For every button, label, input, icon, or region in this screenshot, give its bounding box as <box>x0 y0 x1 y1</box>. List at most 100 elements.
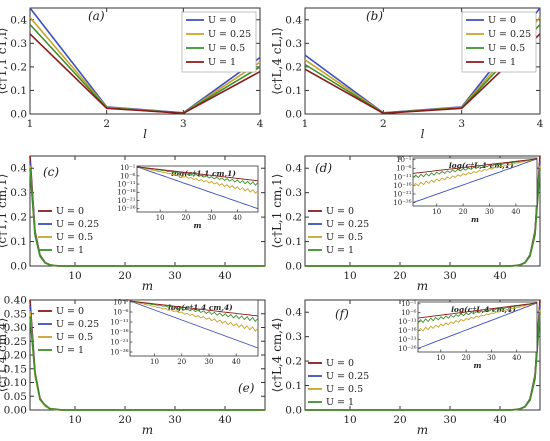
legend-entry: U = 1 <box>488 57 516 68</box>
y-tick-label: 0.3 <box>285 187 302 199</box>
inset-x-label: m <box>194 221 202 230</box>
inset-x-tick: 30 <box>207 214 216 222</box>
inset-y-tick: 10⁻¹ <box>113 298 129 306</box>
inset-x-tick: 10 <box>150 358 159 366</box>
panel-b: 1 2 3 4 0.0 0.1 0.2 0.3 0.4 l ⟨c†L,4 cL,l⟩ (b) U = 0… <box>270 7 544 141</box>
inset-y-tick: 10⁻¹ <box>401 300 417 308</box>
inset-y-tick: 10⁻²⁶ <box>110 348 128 356</box>
panel-label: (a) <box>88 9 105 23</box>
legend-entry: U = 0.25 <box>56 219 99 230</box>
inset-y-tick: 10⁻²¹ <box>110 338 128 346</box>
legend-entry: U = 0 <box>56 306 84 317</box>
legend-entry: U = 0 <box>56 206 84 217</box>
inset-e: 10 20 30 40 10⁻¹ 10⁻⁶ 10⁻¹¹ 10⁻¹⁶ 10⁻²¹ 10⁻²⁶ log(… <box>110 298 259 366</box>
legend-entry: U = 0.5 <box>208 43 245 54</box>
y-tick-label: 0.1 <box>10 85 27 97</box>
inset-x-tick: 20 <box>181 214 190 222</box>
x-tick-label: 40 <box>493 270 506 282</box>
inset-x-tick: 40 <box>512 354 521 362</box>
y-tick-label: 0.2 <box>10 212 27 224</box>
y-tick-label: 0.4 <box>285 14 302 26</box>
y-axis-label: ⟨c†L,1 cm,1⟩ <box>270 174 284 249</box>
inset-y-tick: 10⁻¹⁶ <box>393 182 411 190</box>
inset-series-line <box>417 302 538 349</box>
y-tick-label: 0.05 <box>4 391 27 403</box>
x-tick-label: 1 <box>302 118 309 130</box>
legend-entry: U = 0.5 <box>56 232 93 243</box>
x-tick-label: 20 <box>118 414 131 426</box>
inset-x-label: m <box>474 361 482 370</box>
y-tick-label: 0.0 <box>10 109 27 121</box>
x-tick-label: 10 <box>68 270 81 282</box>
y-tick-label: 0.2 <box>285 212 302 224</box>
panel-label: (f) <box>335 307 349 321</box>
x-tick-label: 40 <box>493 414 506 426</box>
series-line <box>29 316 265 411</box>
panel-c: 10 20 30 40 0.0 0.1 0.2 0.3 0.4 m ⟨c†1,1 cm,1⟩ (c) U… <box>0 155 266 293</box>
y-axis-label: ⟨c†L,4 cL,l⟩ <box>270 27 284 95</box>
y-tick-label: 0.40 <box>4 295 27 307</box>
y-axis-label: ⟨c†L,4 cm,4⟩ <box>270 318 284 393</box>
inset-y-tick: 10⁻²¹ <box>398 336 416 344</box>
legend-entry: U = 0.5 <box>326 232 363 243</box>
x-tick-label: 40 <box>218 270 231 282</box>
x-axis-label: m <box>142 423 153 437</box>
legend-entry: U = 0.25 <box>326 219 369 230</box>
y-tick-label: 0.1 <box>285 236 302 248</box>
y-tick-label: 0.1 <box>10 236 27 248</box>
inset-series-line <box>417 302 538 333</box>
y-axis-label: ⟨c†1,1 cm,1⟩ <box>0 174 9 249</box>
inset-y-tick: 10⁻¹⁶ <box>117 189 135 197</box>
y-tick-label: 0.15 <box>4 363 27 375</box>
legend-entry: U = 1 <box>326 397 354 408</box>
y-tick-label: 0.10 <box>4 377 27 389</box>
inset-title: log(c†1,4 cm,4) <box>168 303 233 312</box>
y-tick-label: 0.4 <box>10 14 27 26</box>
y-axis-label: ⟨c†1,4 cm,4⟩ <box>0 318 9 393</box>
inset-x-tick: 10 <box>156 214 165 222</box>
series-line <box>305 312 541 411</box>
x-tick-label: 30 <box>168 270 181 282</box>
legend-entry: U = 0.5 <box>56 332 93 343</box>
inset-x-tick: 40 <box>232 358 241 366</box>
panel-a: 1 2 3 4 0.0 0.1 0.2 0.3 0.4 l ⟨c†1,1 c1,l⟩ (a) U = 0… <box>0 7 264 141</box>
inset-x-tick: 40 <box>233 214 242 222</box>
inset-series-line <box>129 300 259 323</box>
x-axis-label: m <box>142 279 153 293</box>
y-tick-label: 0.2 <box>10 61 27 73</box>
y-tick-label: 0.35 <box>4 308 27 320</box>
x-tick-label: 2 <box>380 118 387 130</box>
inset-y-tick: 10⁻⁶ <box>396 165 412 173</box>
x-axis-label: m <box>417 279 428 293</box>
legend-entry: U = 1 <box>56 345 84 356</box>
inset-y-tick: 10⁻²¹ <box>117 197 135 205</box>
inset-series-line <box>417 302 538 319</box>
x-tick-label: 4 <box>257 118 264 130</box>
x-tick-label: 10 <box>68 414 81 426</box>
inset-series-line <box>412 158 538 179</box>
inset-f: 10 20 30 4010⁻¹10⁻⁶10⁻¹¹10⁻¹⁶10⁻²¹10⁻²⁶mlog… <box>398 300 538 370</box>
inset-series-line <box>129 300 259 332</box>
x-tick-label: 20 <box>393 270 406 282</box>
inset-y-tick: 10⁻¹ <box>396 156 412 164</box>
legend-entry: U = 1 <box>208 57 236 68</box>
panel-f: 10 20 30 40 0.0 0.1 0.2 0.3 0.4 m ⟨c†L,4 cm,4⟩ (f) U… <box>270 299 541 437</box>
inset-y-tick: 10⁻⁶ <box>401 309 417 317</box>
x-tick-label: 10 <box>343 270 356 282</box>
legend-entry: U = 0.25 <box>326 371 369 382</box>
legend-entry: U = 0 <box>488 15 516 26</box>
x-tick-label: 20 <box>393 414 406 426</box>
y-tick-label: 0.3 <box>285 38 302 50</box>
inset-series-line <box>136 166 259 194</box>
inset-y-tick: 10⁻¹⁶ <box>110 328 128 336</box>
panel-label: (b) <box>366 9 383 23</box>
legend-entry: U = 0 <box>326 206 354 217</box>
y-axis-label: ⟨c†1,1 c1,l⟩ <box>0 28 9 95</box>
plot-frame <box>29 7 261 115</box>
y-tick-label: 0.20 <box>4 350 27 362</box>
legend-entry: U = 0 <box>208 15 236 26</box>
y-tick-label: 0.0 <box>285 109 302 121</box>
inset-x-tick: 30 <box>485 208 494 216</box>
x-tick-label: 30 <box>168 414 181 426</box>
